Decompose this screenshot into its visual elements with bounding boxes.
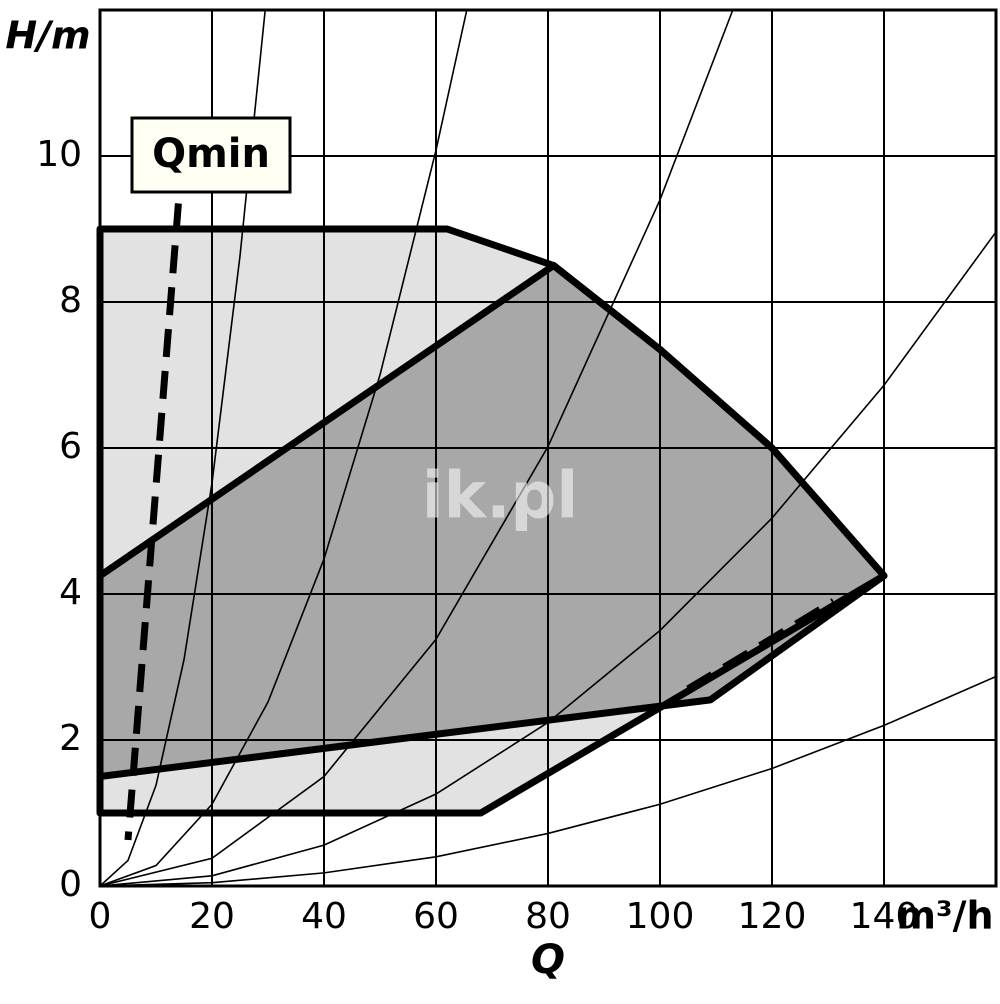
- y-tick-label: 8: [59, 280, 82, 321]
- system-curve: [100, 10, 468, 886]
- annotation-box: [130, 116, 292, 194]
- annotation: Qmin: [152, 131, 270, 177]
- x-tick-label: 100: [626, 896, 695, 937]
- x-unit: m³/h: [896, 894, 993, 938]
- y-axis-title: H/m: [5, 14, 90, 58]
- x-tick-label: 40: [301, 896, 347, 937]
- outlines: [96, 203, 888, 841]
- operating-region: [100, 265, 884, 777]
- x-tick-label: 140: [850, 896, 919, 937]
- y-tick-label: 0: [59, 864, 82, 905]
- dashed-line: [124, 203, 182, 841]
- x-tick-label: 60: [413, 896, 459, 937]
- watermark: ik.pl: [422, 460, 579, 534]
- x-tick-label: 120: [738, 896, 807, 937]
- y-tick-label: 6: [59, 426, 82, 467]
- y-tick-label: 4: [59, 572, 82, 613]
- system-curve: [100, 10, 266, 886]
- x-axis-label: Q: [531, 937, 565, 983]
- system-curve: [100, 10, 734, 886]
- plot-frame: [98, 8, 998, 888]
- x-tick-label: 80: [525, 896, 571, 937]
- x-tick-label: 0: [89, 896, 112, 937]
- dashed-line: [686, 598, 836, 692]
- labels: 0 20 40 60 80 100 120 140 0 2 4 6 8 10: [36, 134, 918, 937]
- y-tick-label: 2: [59, 718, 82, 759]
- x-tick-label: 20: [189, 896, 235, 937]
- system-curve: [100, 675, 996, 886]
- region-outline: [96, 262, 888, 780]
- y-tick-label: 10: [36, 134, 82, 175]
